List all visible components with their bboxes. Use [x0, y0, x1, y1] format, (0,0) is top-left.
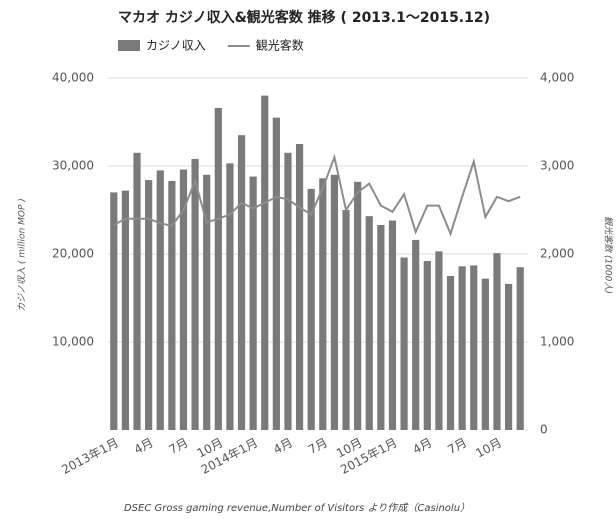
bar [470, 265, 478, 430]
bar [133, 152, 141, 431]
y2-tick-label: 0 [540, 423, 548, 437]
bar [446, 276, 455, 430]
bar [458, 266, 466, 430]
bar [110, 192, 118, 430]
x-tick-label: 2013年1月 [59, 435, 120, 477]
bar [145, 180, 153, 430]
bar [319, 178, 327, 430]
y-axis-label: カジノ収入 ( million MOP ) [17, 198, 28, 312]
bar [295, 144, 304, 430]
bar [237, 135, 246, 430]
line [113, 153, 521, 237]
bar [377, 224, 385, 430]
bar [504, 283, 513, 430]
bar [412, 239, 420, 430]
bar [191, 158, 199, 430]
y2-tick-label: 1,000 [540, 335, 574, 349]
y2-tick-label: 2,000 [540, 247, 574, 261]
bar [481, 278, 489, 430]
x-tick-label: 7月 [167, 435, 191, 457]
chart-title: マカオ カジノ収入&観光客数 推移 ( 2013.1～2015.12) [118, 9, 490, 26]
x-tick-label: 4月 [410, 435, 434, 457]
legend-label: 観光客数 [256, 38, 304, 53]
bar [354, 181, 362, 430]
y-tick-label: 20,000 [52, 247, 94, 261]
bar [388, 220, 397, 430]
bar [156, 170, 164, 430]
y2-tick-label: 4,000 [540, 71, 574, 85]
x-tick-label: 7月 [445, 435, 469, 457]
bar [516, 267, 524, 430]
bar [249, 176, 257, 430]
bar [179, 169, 188, 430]
bar [214, 107, 222, 431]
y-tick-label: 40,000 [52, 71, 94, 85]
bar [365, 216, 373, 430]
x-tick-label: 7月 [306, 435, 330, 457]
caption: DSEC Gross gaming revenue,Number of Visi… [124, 502, 470, 514]
y2-tick-label: 3,000 [540, 159, 574, 173]
bar [493, 253, 501, 430]
legend-label: カジノ収入 [146, 39, 206, 53]
bar [435, 251, 443, 430]
bar [203, 174, 211, 430]
bar [307, 188, 315, 430]
bar [168, 180, 176, 430]
legend-swatch [118, 40, 140, 51]
y2-axis-label: 観光客数 (1000人) [603, 216, 614, 294]
bar [226, 163, 234, 431]
bar [330, 174, 339, 430]
bar [272, 117, 280, 430]
bar [423, 261, 431, 430]
bar [121, 190, 130, 430]
bar [284, 152, 292, 431]
bar [261, 95, 269, 430]
y-tick-label: 10,000 [52, 335, 94, 349]
x-tick-label: 4月 [132, 435, 156, 457]
x-tick-label: 4月 [271, 435, 295, 457]
x-tick-label: 10月 [473, 435, 504, 460]
y-tick-label: 30,000 [52, 159, 94, 173]
bar [400, 257, 408, 430]
bar [342, 210, 350, 430]
